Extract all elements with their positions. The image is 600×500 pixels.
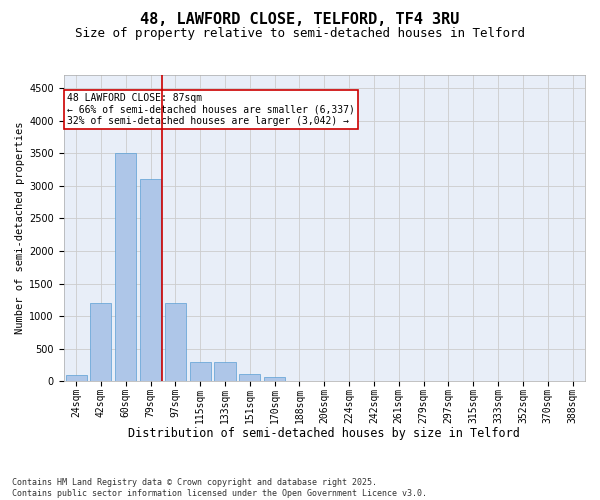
- Bar: [91, 303, 112, 382]
- Text: Contains HM Land Registry data © Crown copyright and database right 2025.
Contai: Contains HM Land Registry data © Crown c…: [12, 478, 427, 498]
- Bar: [165, 303, 186, 382]
- Text: 48 LAWFORD CLOSE: 87sqm
← 66% of semi-detached houses are smaller (6,337)
32% of: 48 LAWFORD CLOSE: 87sqm ← 66% of semi-de…: [67, 92, 355, 126]
- Bar: [264, 378, 285, 382]
- Text: 48, LAWFORD CLOSE, TELFORD, TF4 3RU: 48, LAWFORD CLOSE, TELFORD, TF4 3RU: [140, 12, 460, 28]
- X-axis label: Distribution of semi-detached houses by size in Telford: Distribution of semi-detached houses by …: [128, 427, 520, 440]
- Bar: [239, 374, 260, 382]
- Bar: [190, 362, 211, 382]
- Bar: [214, 362, 236, 382]
- Y-axis label: Number of semi-detached properties: Number of semi-detached properties: [15, 122, 25, 334]
- Bar: [65, 375, 86, 382]
- Bar: [140, 180, 161, 382]
- Text: Size of property relative to semi-detached houses in Telford: Size of property relative to semi-detach…: [75, 28, 525, 40]
- Bar: [115, 153, 136, 382]
